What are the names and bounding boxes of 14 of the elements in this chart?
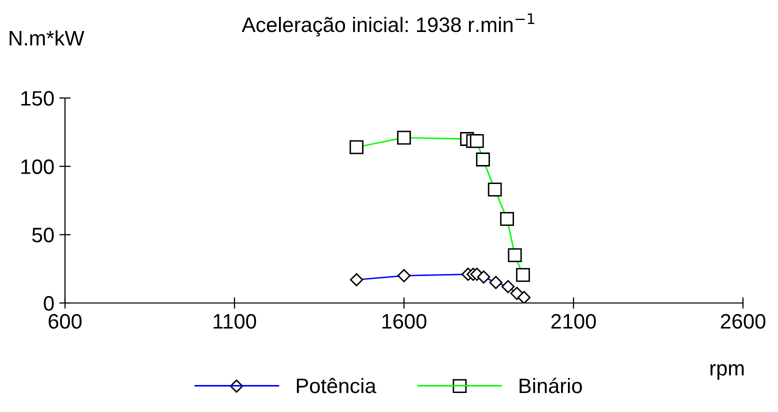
legend-label: Potência <box>296 378 376 394</box>
x-tick-label: 2600 <box>720 314 766 329</box>
y-tick-label: 0 <box>44 296 54 311</box>
x-tick-label: 2100 <box>551 314 596 329</box>
x-tick-label: 600 <box>48 314 82 329</box>
chart-title: Aceleração inicial: 1938 r.min$^{−1}$ <box>242 13 534 36</box>
x-axis-title: rpm <box>710 364 744 380</box>
y-tick-label: 150 <box>21 91 54 106</box>
x-tick-label: 1600 <box>382 314 426 329</box>
y-axis-title: N.m*kW <box>10 30 84 46</box>
y-tick-label: 50 <box>32 228 54 242</box>
y-tick-label: 100 <box>21 159 54 174</box>
x-tick-label: 1100 <box>214 314 256 329</box>
legend-label: Binário <box>520 378 582 394</box>
